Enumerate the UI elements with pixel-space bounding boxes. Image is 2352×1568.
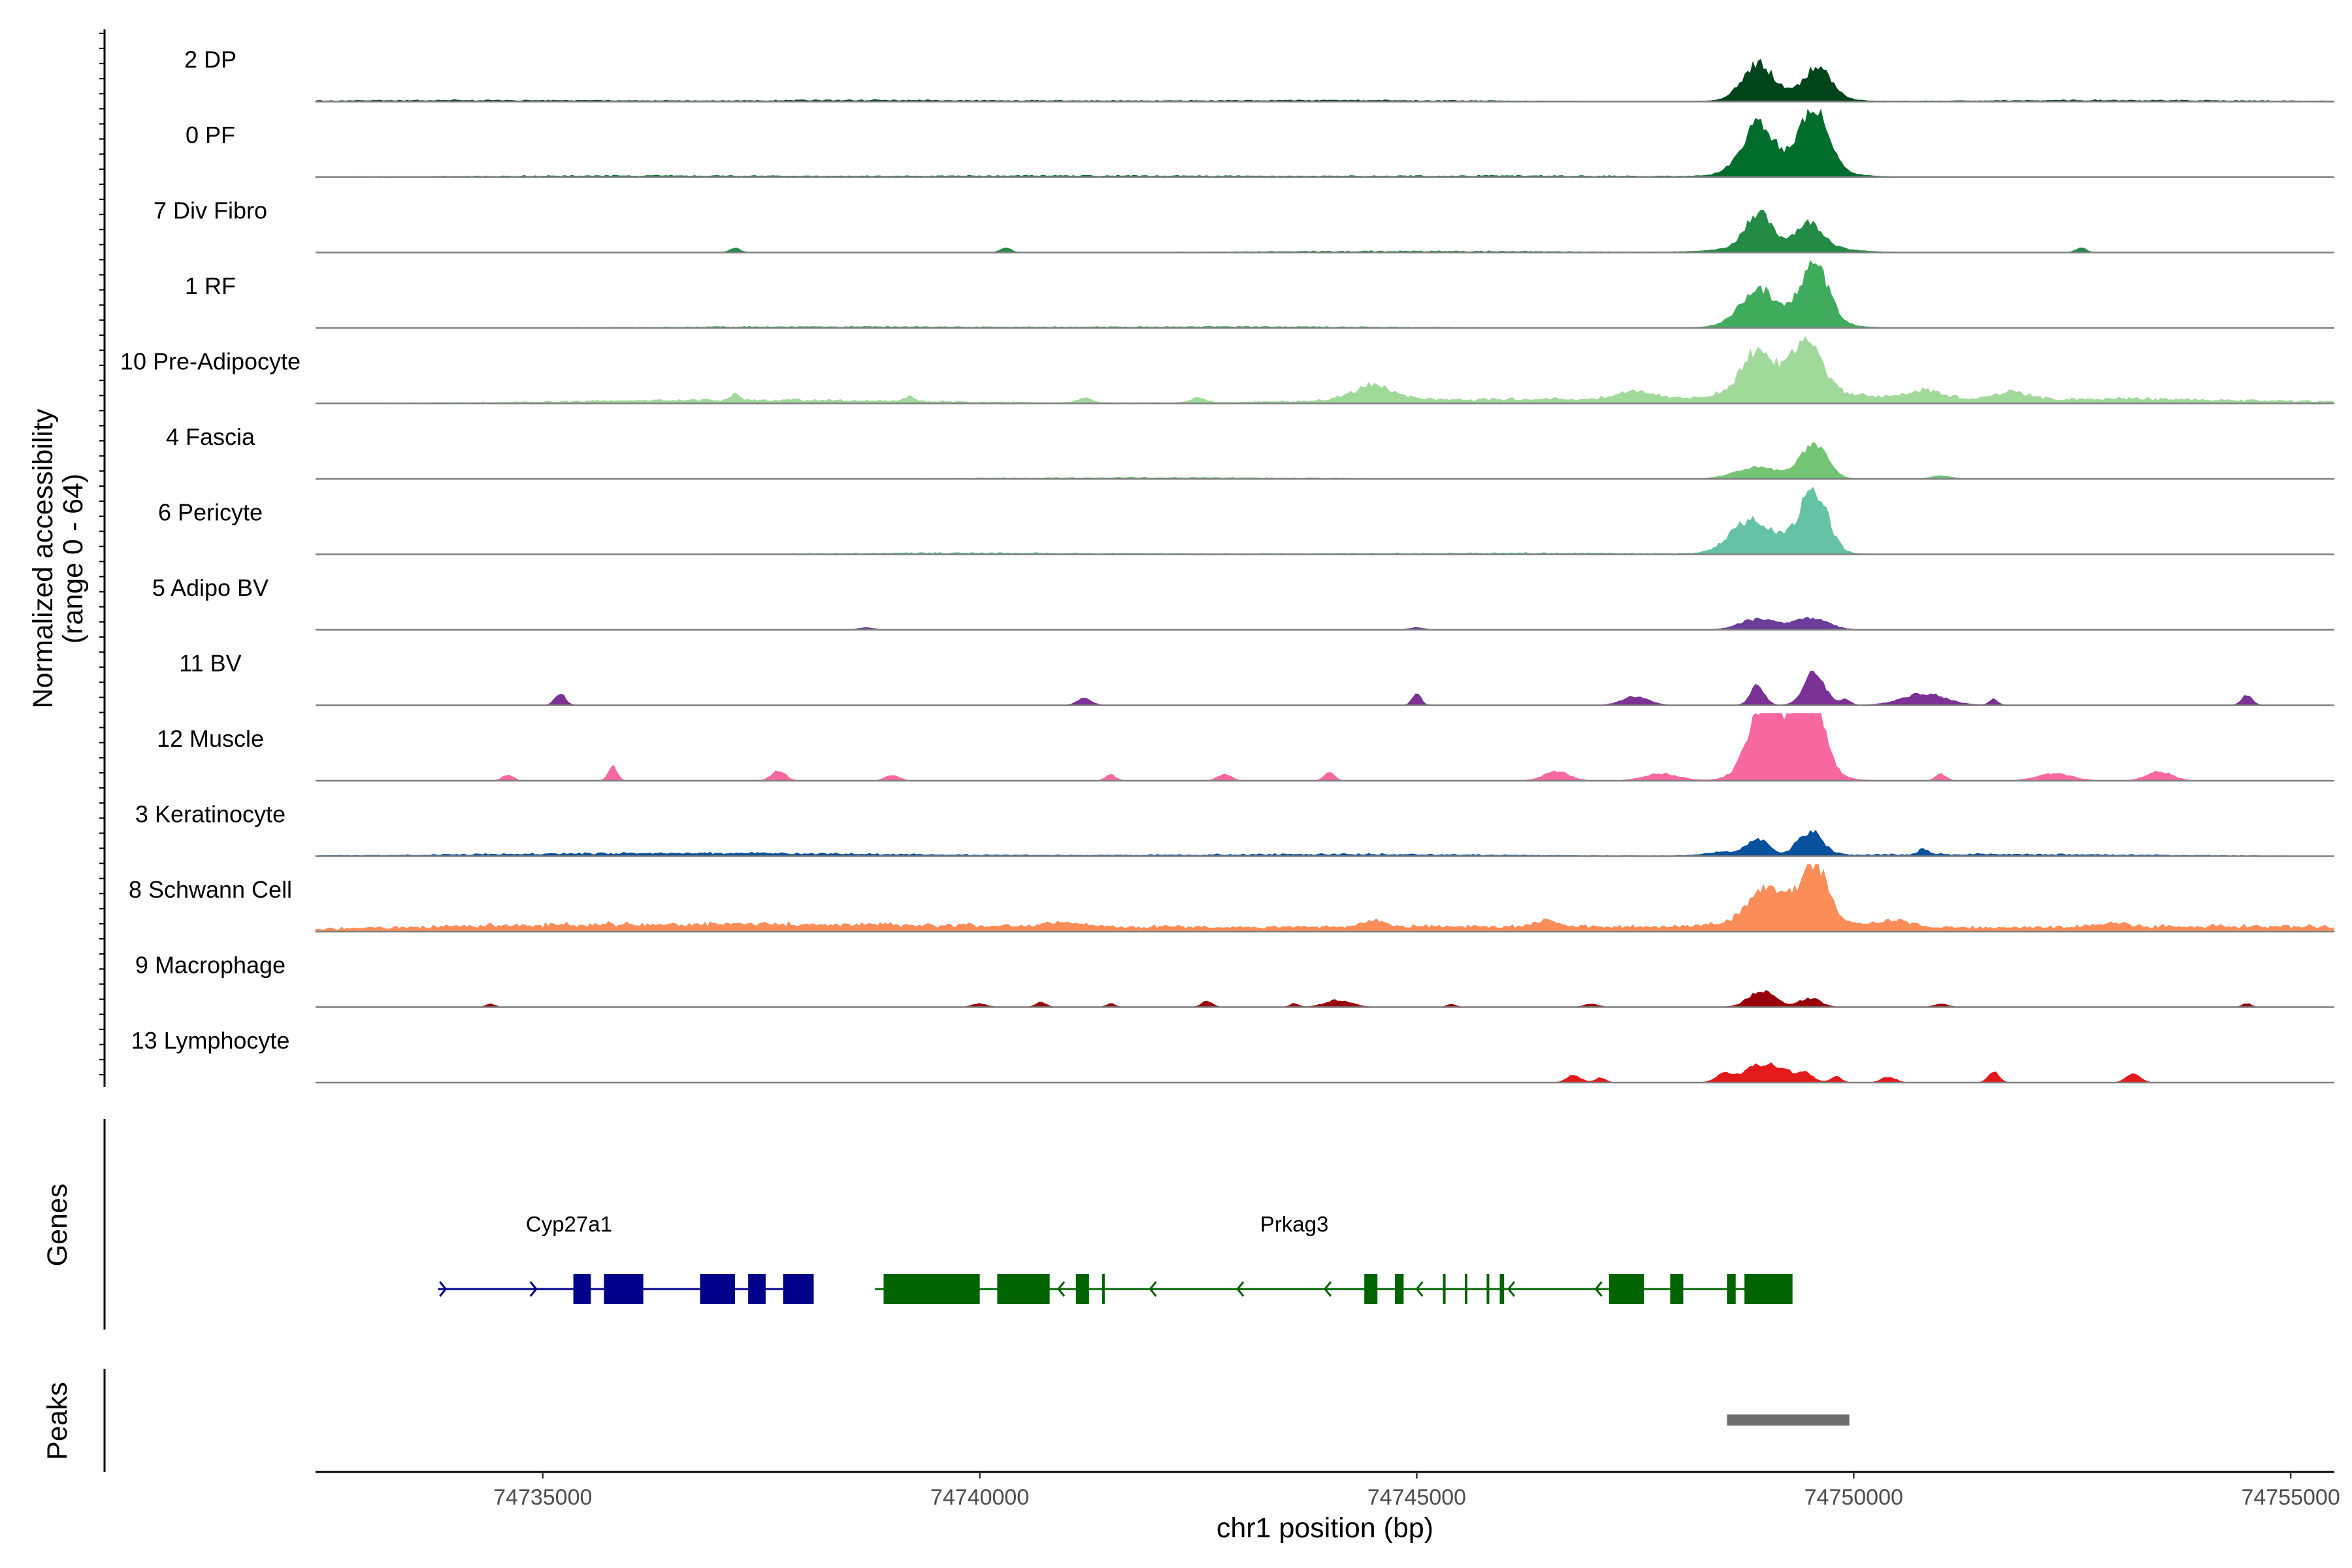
- track-label: 9 Macrophage: [135, 952, 286, 979]
- track-4: 1 RF: [185, 259, 2334, 329]
- track-1: 2 DP: [184, 46, 2335, 103]
- coverage-area: [315, 335, 2336, 404]
- gene-exon: [1499, 1274, 1505, 1304]
- track-label: 10 Pre-Adipocyte: [120, 348, 301, 375]
- coverage-area: [316, 442, 2334, 480]
- track-label: 6 Pericyte: [158, 499, 263, 526]
- track-11: 3 Keratinocyte: [135, 801, 2335, 857]
- track-label: 2 DP: [184, 46, 237, 73]
- strand-arrow: [1324, 1281, 1332, 1297]
- track-9: 11 BV: [179, 650, 2334, 706]
- coverage-area: [316, 487, 2334, 555]
- coverage-area: [316, 670, 2334, 706]
- track-label: 7 Div Fibro: [154, 197, 267, 224]
- x-tick-label: 74755000: [2241, 1485, 2340, 1510]
- peaks-panel: Peaks: [42, 1369, 1850, 1472]
- gene-exon: [1075, 1274, 1089, 1304]
- genes-panel: Genes Cyp27a1 Prkag3: [42, 1119, 1793, 1330]
- coverage-area: [315, 59, 2335, 102]
- track-label: 8 Schwann Cell: [129, 876, 292, 903]
- track-12: 8 Schwann Cell: [129, 864, 2335, 933]
- track-14: 13 Lymphocyte: [131, 1027, 2334, 1084]
- gene-exon: [1465, 1274, 1468, 1304]
- track-8: 5 Adipo BV: [152, 574, 2334, 631]
- track-label: 4 Fascia: [166, 423, 255, 450]
- strand-arrow: [1057, 1281, 1066, 1297]
- strand-arrow: [1236, 1281, 1245, 1297]
- genes-panel-label: Genes: [42, 1184, 73, 1267]
- gene-label: Prkag3: [1260, 1212, 1329, 1236]
- track-label: 12 Muscle: [157, 725, 264, 752]
- x-tick-label: 74735000: [493, 1485, 592, 1510]
- gene-exon: [1102, 1274, 1105, 1304]
- gene-exon: [997, 1274, 1050, 1304]
- y-axis-title: Normalized accessibility(range 0 - 64): [27, 408, 89, 708]
- gene-exon: [748, 1274, 766, 1304]
- accessibility-tracks: 2 DP 0 PF 7 Div Fibro 1 RF 10 Pre-Adipocyte 4…: [120, 46, 2336, 1084]
- gene-exon: [883, 1274, 980, 1304]
- track-3: 7 Div Fibro: [154, 197, 2334, 253]
- track-6: 4 Fascia: [166, 423, 2334, 480]
- track-label: 1 RF: [185, 272, 236, 299]
- gene-exon: [1364, 1274, 1378, 1304]
- coverage-area: [316, 617, 2334, 630]
- gene-exon: [1744, 1274, 1793, 1304]
- track-label: 11 BV: [179, 650, 241, 677]
- coverage-area: [316, 259, 2334, 329]
- y-axis-title-line: (range 0 - 64): [57, 474, 89, 644]
- coverage-area: [316, 713, 2334, 781]
- coverage-area: [316, 1062, 2334, 1083]
- track-label: 13 Lymphocyte: [131, 1027, 290, 1054]
- strand-arrow: [1507, 1281, 1516, 1297]
- gene-exon: [604, 1274, 644, 1304]
- peak-region: [1727, 1414, 1850, 1426]
- gene-exon: [1609, 1274, 1644, 1304]
- coverage-area: [316, 990, 2334, 1007]
- y-axis-title-line: Normalized accessibility: [27, 408, 59, 708]
- x-tick-label: 74750000: [1805, 1485, 1903, 1510]
- gene-label: Cyp27a1: [526, 1212, 612, 1236]
- strand-arrow: [529, 1281, 538, 1297]
- gene-exon: [1486, 1274, 1490, 1304]
- gene-exon: [573, 1274, 591, 1304]
- strand-arrow: [1149, 1281, 1157, 1297]
- track-label: 5 Adipo BV: [152, 574, 269, 601]
- track-13: 9 Macrophage: [135, 952, 2334, 1008]
- track-10: 12 Muscle: [157, 713, 2334, 782]
- gene-exon: [783, 1274, 814, 1304]
- track-2: 0 PF: [186, 108, 2334, 178]
- coverage-area: [315, 864, 2335, 932]
- strand-arrow: [439, 1281, 448, 1297]
- gene-exon: [1395, 1274, 1404, 1304]
- x-tick-label: 74745000: [1367, 1485, 1466, 1510]
- strand-arrow: [1415, 1281, 1424, 1297]
- coverage-area: [316, 210, 2334, 253]
- strand-arrow: [1594, 1281, 1603, 1297]
- coverage-area: [315, 830, 2335, 857]
- x-axis: 74735000 74740000 74745000 74750000 74755000…: [316, 1471, 2340, 1544]
- track-7: 6 Pericyte: [158, 487, 2334, 555]
- gene-exon: [700, 1274, 736, 1304]
- gene-cyp27a1: Cyp27a1: [438, 1212, 814, 1304]
- track-label: 0 PF: [186, 122, 235, 148]
- gene-exon: [1670, 1274, 1684, 1304]
- x-axis-title: chr1 position (bp): [1217, 1512, 1433, 1544]
- track-5: 10 Pre-Adipocyte: [120, 335, 2336, 404]
- coverage-area: [315, 108, 2334, 178]
- gene-prkag3: Prkag3: [875, 1212, 1793, 1304]
- x-tick-label: 74740000: [930, 1485, 1029, 1510]
- gene-exon: [1443, 1274, 1446, 1304]
- peaks-panel-label: Peaks: [42, 1382, 73, 1460]
- track-label: 3 Keratinocyte: [135, 801, 286, 828]
- gene-exon: [1727, 1274, 1736, 1304]
- y-axis: Normalized accessibility(range 0 - 64): [27, 29, 106, 1087]
